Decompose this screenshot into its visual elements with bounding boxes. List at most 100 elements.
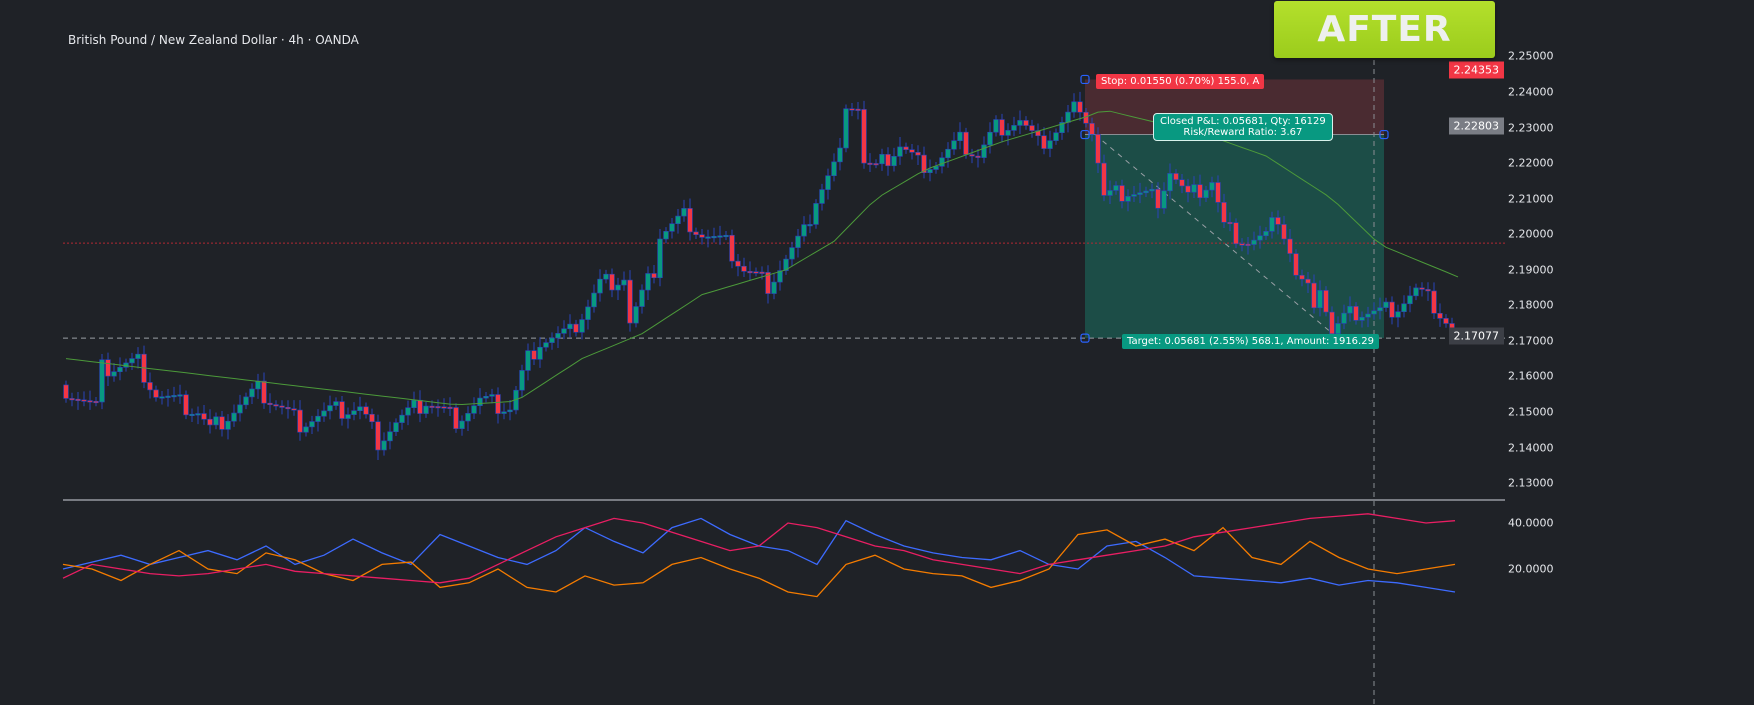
candle-down (531, 350, 537, 360)
trade-path-line (1094, 134, 1339, 339)
candle-down (885, 154, 891, 167)
price-axis-tick: 2.16000 (1508, 369, 1554, 383)
candle-down (1101, 162, 1107, 196)
chart-title: British Pound / New Zealand Dollar · 4h … (68, 33, 359, 47)
candle-up (543, 342, 549, 348)
candle-down (627, 279, 633, 324)
candle-up (813, 203, 819, 225)
candle-down (753, 271, 759, 274)
candle-down (999, 119, 1005, 136)
candle-up (603, 273, 609, 280)
target-price-tag: 2.17077 (1448, 327, 1504, 345)
candle-up (891, 156, 897, 167)
candle-up (879, 154, 885, 165)
candle-up (135, 353, 141, 359)
candle-up (111, 371, 117, 377)
candle-down (495, 394, 501, 414)
candle-up (567, 323, 573, 330)
candle-up (1257, 235, 1263, 241)
candle-up (333, 401, 339, 406)
candle-up (777, 270, 783, 283)
candle-up (981, 144, 987, 158)
candle-up (1167, 173, 1173, 192)
candle-up (189, 413, 195, 417)
candle-up (303, 426, 309, 433)
candle-down (339, 401, 345, 419)
candle-up (1335, 323, 1341, 335)
candle-down (1353, 306, 1359, 321)
candle-up (1407, 295, 1413, 305)
candle-down (651, 273, 657, 279)
position-handle[interactable] (1379, 129, 1389, 140)
after-badge: AFTER (1274, 1, 1495, 58)
price-axis-tick: 2.20000 (1508, 227, 1554, 241)
candle-up (477, 397, 483, 407)
candle-up (717, 235, 723, 238)
candle-up (1317, 290, 1323, 309)
candle-up (405, 407, 411, 416)
candle-up (681, 208, 687, 217)
candle-down (1041, 135, 1047, 149)
candle-down (153, 389, 159, 398)
candle-down (297, 409, 303, 433)
candle-up (195, 413, 201, 416)
candle-up (1341, 312, 1347, 324)
candle-up (1191, 184, 1197, 193)
candle-up (801, 224, 807, 237)
candle-down (279, 405, 285, 408)
candle-up (1107, 190, 1113, 196)
candle-up (99, 359, 105, 403)
risk-reward-text: Risk/Reward Ratio: 3.67 (1183, 127, 1303, 138)
candle-up (1011, 125, 1017, 131)
pnl-text: Closed P&L: 0.05681, Qty: 16129 (1160, 116, 1326, 127)
dmi-line-di (62, 526, 1456, 598)
candle-down (759, 271, 765, 274)
price-axis-tick: 2.24000 (1508, 85, 1554, 99)
price-axis-tick: 2.19000 (1508, 263, 1554, 277)
candle-up (519, 370, 525, 391)
candle-up (1113, 185, 1119, 191)
candle-down (267, 402, 273, 405)
candle-up (213, 416, 219, 426)
candle-down (429, 405, 435, 408)
candle-down (729, 234, 735, 262)
candle-up (1383, 301, 1389, 308)
candle-up (159, 396, 165, 399)
candle-down (105, 359, 111, 377)
position-handle[interactable] (1080, 129, 1090, 140)
candle-down (417, 399, 423, 414)
position-handle[interactable] (1080, 333, 1090, 343)
candle-up (795, 235, 801, 248)
candle-up (711, 236, 717, 239)
candle-up (309, 421, 315, 428)
candle-up (549, 337, 555, 343)
candle-down (1023, 120, 1029, 126)
moving-average-line (65, 110, 1459, 406)
candle-up (1059, 122, 1065, 134)
candle-up (1359, 316, 1365, 321)
candle-down (903, 146, 909, 150)
candle-up (501, 411, 507, 414)
target-label: Target: 0.05681 (2.55%) 568.1, Amount: 1… (1122, 334, 1379, 349)
candle-down (1233, 222, 1239, 245)
candle-down (741, 265, 747, 272)
candle-up (639, 289, 645, 307)
candle-down (921, 154, 927, 173)
candle-up (1125, 196, 1131, 202)
candle-down (1281, 224, 1287, 240)
candle-up (1251, 239, 1257, 245)
candle-down (1095, 134, 1101, 164)
position-handle[interactable] (1080, 74, 1090, 85)
candle-down (1431, 290, 1437, 314)
candle-up (675, 215, 681, 225)
candle-up (597, 278, 603, 294)
candle-down (1389, 301, 1395, 318)
indicator-axis-tick: 20.0000 (1508, 562, 1554, 576)
candle-down (975, 155, 981, 158)
candle-down (1185, 185, 1191, 193)
candle-up (129, 358, 135, 364)
candle-down (291, 408, 297, 411)
candle-down (273, 404, 279, 407)
candle-up (1371, 310, 1377, 315)
